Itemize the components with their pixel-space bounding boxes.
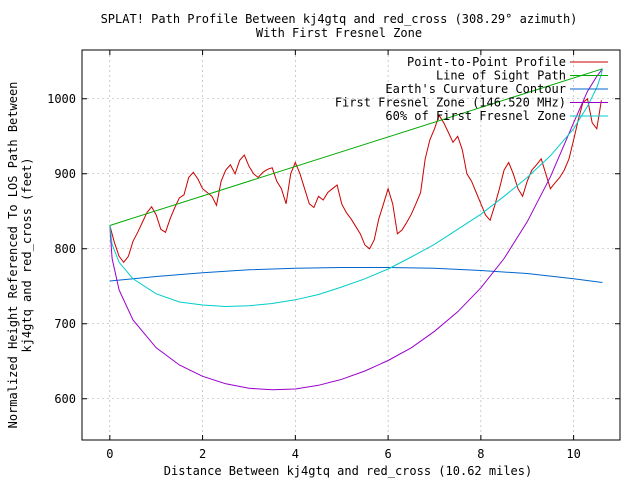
legend-label: First Fresnel Zone (146.520 MHz)	[335, 96, 566, 110]
series-layer	[109, 68, 603, 391]
x-axis-label: Distance Between kj4gtq and red_cross (1…	[164, 464, 532, 478]
plot-area-border	[81, 49, 621, 441]
legend-label: 60% of First Fresnel Zone	[385, 109, 566, 123]
chart-subtitle: With First Fresnel Zone	[256, 26, 422, 40]
series-line-line-of-sight-path	[109, 68, 603, 226]
series-line-60-of-first-fresnel-zone	[109, 68, 603, 308]
y-tick-label: 600	[54, 392, 76, 406]
y-axis-label-line2: kj4gtq and red_cross (feet)	[20, 157, 34, 352]
legend-label: Earth's Curvature Contour	[385, 82, 566, 96]
series-line-point-to-point-profile	[109, 97, 602, 264]
series-line-earth-s-curvature-contour	[109, 267, 603, 283]
x-tick-label: 6	[384, 447, 391, 461]
x-tick-label: 8	[477, 447, 484, 461]
x-tick-label: 2	[199, 447, 206, 461]
tick-layer: 0 2 4 6 8 10 600 700 800 900 1000	[47, 50, 620, 461]
y-tick-label: 1000	[47, 92, 76, 106]
x-tick-label: 10	[566, 447, 580, 461]
grid-layer	[82, 50, 620, 440]
x-tick-label: 0	[106, 447, 113, 461]
legend-label: Point-to-Point Profile	[407, 55, 566, 69]
y-tick-label: 700	[54, 317, 76, 331]
legend-label: Line of Sight Path	[436, 69, 566, 83]
chart-title-group: SPLAT! Path Profile Between kj4gtq and r…	[101, 12, 578, 40]
y-axis-label: Normalized Height Referenced To LOS Path…	[6, 82, 20, 429]
chart-title: SPLAT! Path Profile Between kj4gtq and r…	[101, 12, 578, 26]
y-tick-label: 800	[54, 242, 76, 256]
series-line-first-fresnel-zone-146-520-mhz	[109, 68, 603, 391]
x-tick-label: 4	[292, 447, 299, 461]
y-tick-label: 900	[54, 167, 76, 181]
